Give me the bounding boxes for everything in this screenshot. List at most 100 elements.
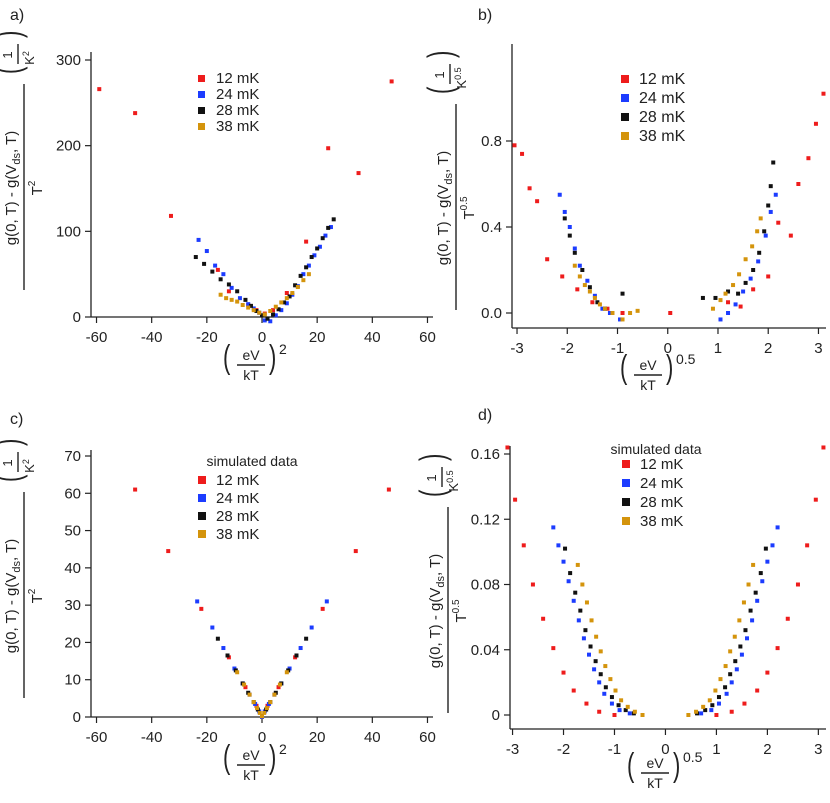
data-point bbox=[701, 704, 706, 709]
data-point bbox=[751, 562, 756, 567]
data-point bbox=[215, 636, 220, 641]
data-point bbox=[795, 582, 800, 587]
y-tick-label: 0.08 bbox=[471, 577, 500, 594]
y-tick-label: 60 bbox=[64, 485, 81, 502]
chart-panel-d: d) -3 -2 -1 0 1 2 3 0 0.04 0.08 0.12 0.16 simulated d… bbox=[413, 407, 826, 791]
data-point bbox=[505, 445, 510, 450]
data-point bbox=[221, 272, 226, 277]
legend-label: 12 mK bbox=[216, 472, 259, 489]
data-point bbox=[301, 278, 306, 283]
data-point bbox=[229, 285, 234, 290]
legend-swatch bbox=[622, 460, 630, 468]
data-point bbox=[583, 628, 588, 633]
data-point bbox=[723, 291, 728, 296]
legend-label: 38 mK bbox=[640, 513, 683, 530]
data-point bbox=[707, 698, 712, 703]
legend-swatch bbox=[622, 517, 630, 525]
legend-swatch bbox=[198, 476, 206, 484]
data-point bbox=[306, 263, 311, 268]
data-point bbox=[745, 636, 749, 641]
data-point bbox=[765, 670, 770, 675]
y-tick-label: 20 bbox=[64, 634, 81, 651]
data-point bbox=[226, 289, 231, 294]
x-label-numerator: eV bbox=[639, 357, 657, 373]
series-12-mK bbox=[512, 91, 826, 315]
legend-label: 24 mK bbox=[216, 490, 259, 507]
data-point bbox=[628, 311, 633, 315]
data-point bbox=[738, 304, 743, 309]
paren-glyph: ( bbox=[627, 747, 635, 783]
data-point bbox=[573, 590, 578, 595]
legend-label: 24 mK bbox=[639, 90, 686, 107]
data-point bbox=[718, 677, 723, 682]
data-point bbox=[290, 291, 295, 296]
data-point bbox=[771, 160, 776, 165]
x-label-denominator: kT bbox=[640, 377, 656, 393]
data-point bbox=[271, 312, 276, 317]
panel-label: c) bbox=[10, 411, 23, 428]
data-point bbox=[284, 291, 289, 296]
data-point bbox=[710, 306, 715, 311]
x-tick-label: -40 bbox=[141, 329, 163, 346]
y-tick-label: 300 bbox=[56, 52, 81, 69]
data-point bbox=[326, 225, 331, 230]
data-point bbox=[632, 709, 637, 714]
data-point bbox=[607, 311, 612, 315]
y-label-numerator: g(0, T) - g(Vds, T) bbox=[3, 539, 23, 653]
legend-label: 38 mK bbox=[216, 526, 259, 543]
y-label-denominator: T0.5 bbox=[459, 196, 478, 220]
data-point bbox=[597, 680, 602, 685]
data-point bbox=[304, 239, 309, 244]
data-point bbox=[567, 233, 572, 238]
data-point bbox=[282, 300, 287, 305]
paren-glyph: ) bbox=[421, 51, 461, 58]
data-point bbox=[613, 688, 618, 693]
data-point bbox=[580, 582, 585, 587]
paren-glyph: ( bbox=[0, 475, 28, 482]
data-point bbox=[242, 682, 247, 687]
paren-glyph: ( bbox=[421, 87, 461, 94]
legend-label: 38 mK bbox=[216, 118, 259, 135]
x-tick-label: -2 bbox=[561, 340, 574, 357]
data-point bbox=[512, 143, 517, 148]
data-point bbox=[775, 646, 780, 651]
data-point bbox=[603, 685, 608, 690]
data-point bbox=[254, 309, 259, 314]
data-point bbox=[545, 257, 550, 262]
data-point bbox=[224, 296, 229, 301]
y-label-denominator: T2 bbox=[27, 588, 46, 603]
data-point bbox=[714, 713, 719, 717]
paren-glyph: ) bbox=[673, 747, 680, 783]
data-point bbox=[166, 549, 171, 554]
data-point bbox=[279, 300, 284, 305]
data-point bbox=[788, 233, 793, 238]
data-point bbox=[557, 192, 562, 197]
legend-label: 28 mK bbox=[216, 102, 259, 119]
y-label-unit: (1 K2) bbox=[0, 31, 37, 74]
data-point bbox=[195, 599, 200, 604]
y-tick-label: 0 bbox=[73, 709, 81, 726]
data-point bbox=[271, 308, 276, 313]
y-unit-numerator: 1 bbox=[0, 459, 15, 466]
legend-swatch bbox=[621, 94, 629, 102]
y-tick-label: 200 bbox=[56, 138, 81, 155]
data-point bbox=[590, 300, 595, 305]
data-point bbox=[268, 700, 273, 705]
data-point bbox=[743, 628, 748, 633]
data-point bbox=[530, 582, 535, 587]
data-point bbox=[202, 261, 207, 266]
data-point bbox=[724, 691, 729, 696]
x-tick-label: 1 bbox=[714, 340, 722, 357]
y-label-numerator: g(0, T) - g(Vds, T) bbox=[427, 554, 447, 668]
paren-glyph: ) bbox=[269, 739, 276, 775]
data-point bbox=[287, 294, 292, 299]
data-point bbox=[262, 710, 267, 715]
paren-glyph: ( bbox=[223, 739, 231, 775]
data-point bbox=[616, 703, 621, 708]
data-point bbox=[766, 203, 771, 208]
data-point bbox=[736, 291, 741, 296]
data-point bbox=[251, 700, 256, 705]
paren-glyph: ) bbox=[269, 339, 276, 375]
data-point bbox=[298, 646, 303, 651]
